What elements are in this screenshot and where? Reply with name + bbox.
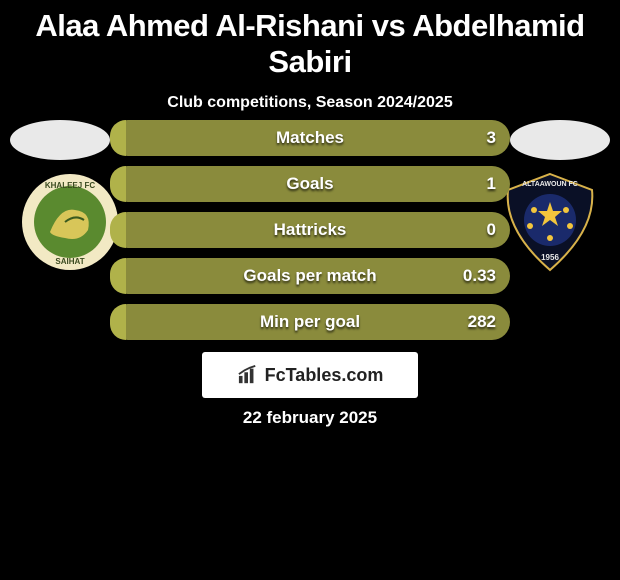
comparison-card: Alaa Ahmed Al-Rishani vs Abdelhamid Sabi… — [0, 0, 620, 580]
stat-row: Matches3 — [110, 120, 510, 156]
stat-row: Hattricks0 — [110, 212, 510, 248]
stat-right-value: 1 — [487, 166, 496, 202]
badge-left-top-text: KHALEEJ FC — [45, 181, 95, 190]
stat-label: Matches — [110, 120, 510, 156]
stat-row: Goals per match0.33 — [110, 258, 510, 294]
stat-right-value: 3 — [487, 120, 496, 156]
stat-row: Min per goal282 — [110, 304, 510, 340]
chart-icon — [237, 365, 259, 385]
stat-label: Goals — [110, 166, 510, 202]
badge-right-top-text: ALTAAWOUN FC — [522, 181, 578, 188]
badge-left-bottom-text: SAIHAT — [55, 257, 84, 266]
page-title: Alaa Ahmed Al-Rishani vs Abdelhamid Sabi… — [0, 0, 620, 80]
watermark-text: FcTables.com — [265, 365, 384, 386]
player-right-marker — [510, 120, 610, 160]
page-subtitle: Club competitions, Season 2024/2025 — [0, 94, 620, 112]
club-badge-left: KHALEEJ FC SAIHAT — [20, 172, 120, 272]
stat-right-value: 0 — [487, 212, 496, 248]
badge-right-bottom-text: 1956 — [541, 253, 559, 262]
watermark[interactable]: FcTables.com — [202, 352, 418, 398]
player-left-marker — [10, 120, 110, 160]
stat-label: Goals per match — [110, 258, 510, 294]
club-badge-left-svg: KHALEEJ FC SAIHAT — [20, 172, 120, 272]
stats-container: Matches3Goals1Hattricks0Goals per match0… — [110, 120, 510, 350]
stat-right-value: 282 — [468, 304, 496, 340]
club-badge-right-svg: ALTAAWOUN FC 1956 — [500, 172, 600, 272]
comparison-date: 22 february 2025 — [0, 408, 620, 428]
stat-label: Min per goal — [110, 304, 510, 340]
stat-row: Goals1 — [110, 166, 510, 202]
stat-right-value: 0.33 — [463, 258, 496, 294]
stat-label: Hattricks — [110, 212, 510, 248]
club-badge-right: ALTAAWOUN FC 1956 — [500, 172, 600, 272]
